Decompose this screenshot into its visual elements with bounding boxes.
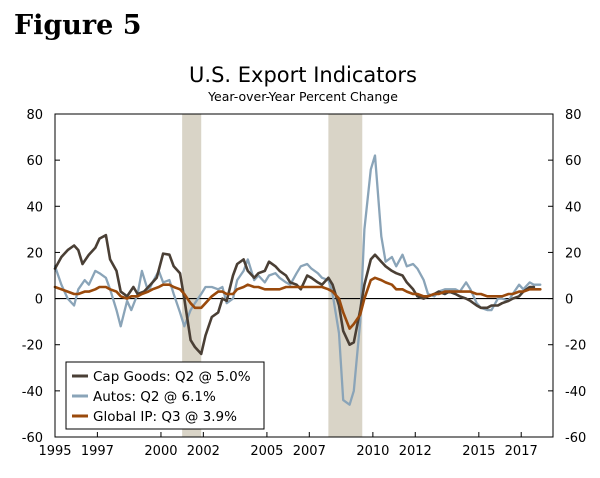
y-tick-label-right: -20 — [565, 339, 586, 354]
y-tick-label-left: -20 — [22, 339, 43, 354]
x-tick-label: 2002 — [187, 444, 220, 459]
y-tick-label-left: 80 — [26, 108, 43, 123]
y-tick-label-right: 80 — [565, 108, 582, 123]
legend: Cap Goods: Q2 @ 5.0% Autos: Q2 @ 6.1% Glob… — [65, 361, 265, 430]
y-tick-label-left: 60 — [26, 154, 43, 169]
y-tick-label-left: -60 — [22, 431, 43, 446]
y-tick-label-right: -40 — [565, 385, 586, 400]
recession-band — [182, 114, 202, 437]
y-tick-label-right: 60 — [565, 154, 582, 169]
x-tick-label: 1995 — [38, 444, 71, 459]
x-tick-label: 2005 — [250, 444, 283, 459]
x-tick-label: 2000 — [144, 444, 177, 459]
x-tick-label: 2010 — [356, 444, 389, 459]
y-tick-label-right: 0 — [565, 293, 573, 308]
recession-bands — [182, 114, 363, 437]
x-tick-label: 1997 — [81, 444, 114, 459]
x-tick-label: 2012 — [399, 444, 432, 459]
y-tick-label-left: 40 — [26, 200, 43, 215]
chart-title: U.S. Export Indicators — [189, 63, 417, 87]
series-lines — [53, 154, 542, 406]
legend-label: Cap Goods: Q2 @ 5.0% — [93, 369, 251, 385]
legend-label: Global IP: Q3 @ 3.9% — [93, 409, 237, 425]
x-tick-label: 2015 — [462, 444, 495, 459]
figure-label: Figure 5 — [14, 10, 142, 41]
plot-frame — [54, 113, 554, 438]
legend-label: Autos: Q2 @ 6.1% — [93, 389, 216, 405]
x-tick-label: 2007 — [293, 444, 326, 459]
recession-band — [328, 114, 363, 437]
legend-box — [65, 361, 265, 430]
y-tick-label-right: 40 — [565, 200, 582, 215]
y-tick-label-left: 20 — [26, 246, 43, 261]
y-tick-label-left: -40 — [22, 385, 43, 400]
chart-subtitle: Year-over-Year Percent Change — [207, 89, 398, 104]
y-tick-label-right: 20 — [565, 246, 582, 261]
x-tick-label: 2017 — [505, 444, 538, 459]
y-tick-label-left: 0 — [35, 293, 43, 308]
series-line-cap-goods — [53, 233, 536, 356]
y-tick-label-right: -60 — [565, 431, 586, 446]
series-line-global-ip — [53, 276, 542, 330]
